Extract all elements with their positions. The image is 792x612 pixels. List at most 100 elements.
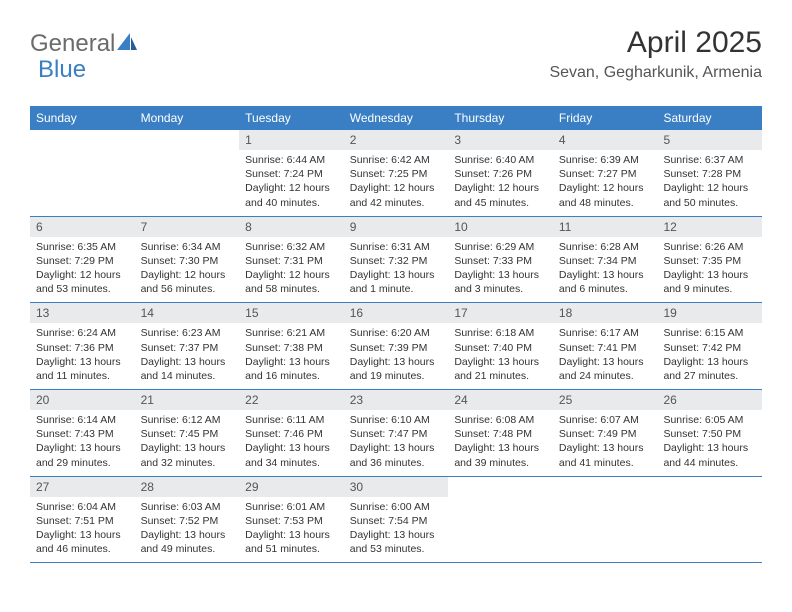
calendar-day: 7Sunrise: 6:34 AMSunset: 7:30 PMDaylight… [135, 217, 240, 303]
day-detail-line: Daylight: 13 hours [350, 268, 443, 282]
day-detail-line: and 9 minutes. [663, 282, 756, 296]
day-detail-line: and 42 minutes. [350, 196, 443, 210]
day-detail-line: Daylight: 13 hours [663, 268, 756, 282]
calendar-day: 11Sunrise: 6:28 AMSunset: 7:34 PMDayligh… [553, 217, 658, 303]
day-detail-line: Sunset: 7:33 PM [454, 254, 547, 268]
day-detail-line: Sunrise: 6:37 AM [663, 153, 756, 167]
calendar-day: 3Sunrise: 6:40 AMSunset: 7:26 PMDaylight… [448, 130, 553, 216]
day-detail-line: and 39 minutes. [454, 456, 547, 470]
day-number: 21 [135, 390, 240, 410]
day-detail-line: Daylight: 12 hours [245, 268, 338, 282]
day-detail-line: Sunset: 7:25 PM [350, 167, 443, 181]
calendar: SundayMondayTuesdayWednesdayThursdayFrid… [30, 106, 762, 563]
calendar-day-empty [553, 477, 658, 563]
day-details: Sunrise: 6:32 AMSunset: 7:31 PMDaylight:… [239, 237, 344, 303]
day-detail-line: Sunset: 7:37 PM [141, 341, 234, 355]
day-detail-line: Sunrise: 6:24 AM [36, 326, 129, 340]
day-detail-line: and 34 minutes. [245, 456, 338, 470]
day-detail-line: Sunset: 7:27 PM [559, 167, 652, 181]
day-number: 27 [30, 477, 135, 497]
calendar-day: 6Sunrise: 6:35 AMSunset: 7:29 PMDaylight… [30, 217, 135, 303]
day-details: Sunrise: 6:11 AMSunset: 7:46 PMDaylight:… [239, 410, 344, 476]
day-detail-line: Sunset: 7:50 PM [663, 427, 756, 441]
day-details: Sunrise: 6:28 AMSunset: 7:34 PMDaylight:… [553, 237, 658, 303]
day-detail-line: and 19 minutes. [350, 369, 443, 383]
day-detail-line: Sunrise: 6:07 AM [559, 413, 652, 427]
day-number: 14 [135, 303, 240, 323]
day-detail-line: and 1 minute. [350, 282, 443, 296]
day-detail-line: and 53 minutes. [36, 282, 129, 296]
day-detail-line: Daylight: 13 hours [559, 441, 652, 455]
calendar-row: 6Sunrise: 6:35 AMSunset: 7:29 PMDaylight… [30, 217, 762, 304]
day-detail-line: Sunrise: 6:44 AM [245, 153, 338, 167]
day-detail-line: Daylight: 12 hours [141, 268, 234, 282]
day-detail-line: Sunrise: 6:00 AM [350, 500, 443, 514]
day-detail-line: and 41 minutes. [559, 456, 652, 470]
day-number: 1 [239, 130, 344, 150]
day-details: Sunrise: 6:15 AMSunset: 7:42 PMDaylight:… [657, 323, 762, 389]
day-detail-line: Sunrise: 6:10 AM [350, 413, 443, 427]
day-detail-line: Daylight: 13 hours [350, 528, 443, 542]
day-detail-line: Daylight: 13 hours [245, 355, 338, 369]
day-detail-line: Sunset: 7:52 PM [141, 514, 234, 528]
day-detail-line: Daylight: 13 hours [559, 355, 652, 369]
logo: General [30, 30, 137, 58]
calendar-day: 8Sunrise: 6:32 AMSunset: 7:31 PMDaylight… [239, 217, 344, 303]
day-detail-line: and 40 minutes. [245, 196, 338, 210]
calendar-day: 23Sunrise: 6:10 AMSunset: 7:47 PMDayligh… [344, 390, 449, 476]
day-number: 17 [448, 303, 553, 323]
day-header: Monday [135, 106, 240, 130]
day-detail-line: Sunset: 7:45 PM [141, 427, 234, 441]
day-detail-line: and 24 minutes. [559, 369, 652, 383]
calendar-day: 21Sunrise: 6:12 AMSunset: 7:45 PMDayligh… [135, 390, 240, 476]
day-detail-line: Daylight: 13 hours [36, 441, 129, 455]
day-number: 30 [344, 477, 449, 497]
day-detail-line: and 27 minutes. [663, 369, 756, 383]
day-details: Sunrise: 6:00 AMSunset: 7:54 PMDaylight:… [344, 497, 449, 563]
day-details: Sunrise: 6:34 AMSunset: 7:30 PMDaylight:… [135, 237, 240, 303]
calendar-day: 16Sunrise: 6:20 AMSunset: 7:39 PMDayligh… [344, 303, 449, 389]
day-detail-line: Sunset: 7:41 PM [559, 341, 652, 355]
day-detail-line: Sunset: 7:24 PM [245, 167, 338, 181]
day-detail-line: Sunrise: 6:32 AM [245, 240, 338, 254]
day-detail-line: and 50 minutes. [663, 196, 756, 210]
day-detail-line: and 44 minutes. [663, 456, 756, 470]
calendar-day: 28Sunrise: 6:03 AMSunset: 7:52 PMDayligh… [135, 477, 240, 563]
day-details: Sunrise: 6:20 AMSunset: 7:39 PMDaylight:… [344, 323, 449, 389]
day-details: Sunrise: 6:24 AMSunset: 7:36 PMDaylight:… [30, 323, 135, 389]
day-detail-line: and 14 minutes. [141, 369, 234, 383]
calendar-day: 12Sunrise: 6:26 AMSunset: 7:35 PMDayligh… [657, 217, 762, 303]
day-detail-line: Sunset: 7:32 PM [350, 254, 443, 268]
day-number: 3 [448, 130, 553, 150]
day-detail-line: Sunset: 7:26 PM [454, 167, 547, 181]
calendar-day: 19Sunrise: 6:15 AMSunset: 7:42 PMDayligh… [657, 303, 762, 389]
day-detail-line: Sunset: 7:35 PM [663, 254, 756, 268]
day-detail-line: Sunrise: 6:21 AM [245, 326, 338, 340]
day-detail-line: Sunset: 7:34 PM [559, 254, 652, 268]
day-detail-line: Sunset: 7:31 PM [245, 254, 338, 268]
day-details: Sunrise: 6:39 AMSunset: 7:27 PMDaylight:… [553, 150, 658, 216]
day-number: 22 [239, 390, 344, 410]
day-number: 7 [135, 217, 240, 237]
day-number: 2 [344, 130, 449, 150]
day-number: 6 [30, 217, 135, 237]
day-detail-line: Daylight: 13 hours [141, 528, 234, 542]
day-detail-line: Sunrise: 6:05 AM [663, 413, 756, 427]
day-number: 19 [657, 303, 762, 323]
day-detail-line: Daylight: 13 hours [454, 355, 547, 369]
calendar-body: 1 Sunrise: 6:44 AMSunset: 7:24 PM Daylight… [30, 130, 762, 563]
day-detail-line: Daylight: 12 hours [36, 268, 129, 282]
day-details: Sunrise: 6:12 AMSunset: 7:45 PMDaylight:… [135, 410, 240, 476]
day-number: 25 [553, 390, 658, 410]
day-detail-line: Sunset: 7:29 PM [36, 254, 129, 268]
calendar-day: 5Sunrise: 6:37 AMSunset: 7:28 PMDaylight… [657, 130, 762, 216]
day-detail-line: Sunrise: 6:01 AM [245, 500, 338, 514]
day-number: 4 [553, 130, 658, 150]
calendar-day: 4Sunrise: 6:39 AMSunset: 7:27 PMDaylight… [553, 130, 658, 216]
calendar-row: 13Sunrise: 6:24 AMSunset: 7:36 PMDayligh… [30, 303, 762, 390]
day-detail-line: Sunset: 7:51 PM [36, 514, 129, 528]
calendar-day-empty [657, 477, 762, 563]
day-detail-line: Sunrise: 6:15 AM [663, 326, 756, 340]
day-number: 8 [239, 217, 344, 237]
calendar-day-empty [448, 477, 553, 563]
